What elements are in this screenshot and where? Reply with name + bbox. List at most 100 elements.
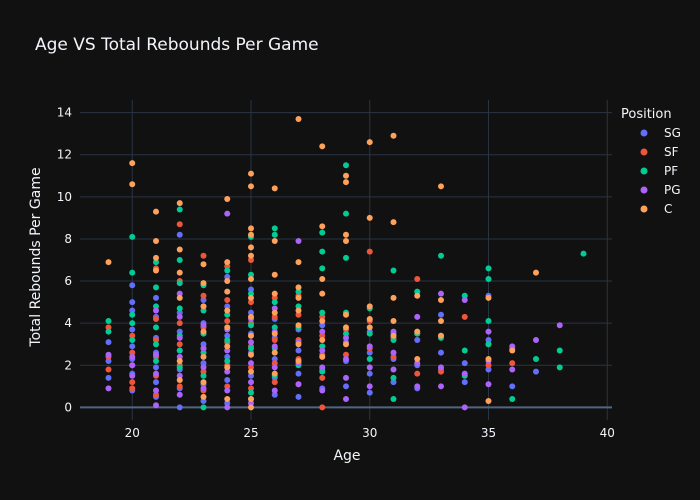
- data-point-sf[interactable]: [129, 379, 136, 386]
- data-point-c[interactable]: [438, 318, 444, 325]
- data-point-sf[interactable]: [485, 362, 492, 369]
- data-point-c[interactable]: [271, 349, 278, 356]
- data-point-sf[interactable]: [248, 385, 254, 392]
- data-point-sf[interactable]: [200, 252, 207, 259]
- data-point-sf[interactable]: [200, 292, 207, 299]
- data-point-pf[interactable]: [224, 311, 231, 318]
- data-point-sg[interactable]: [129, 307, 136, 314]
- data-point-sg[interactable]: [105, 358, 112, 365]
- data-point-sf[interactable]: [271, 379, 278, 386]
- data-point-c[interactable]: [366, 324, 373, 331]
- data-point-sg[interactable]: [176, 309, 183, 316]
- data-point-pf[interactable]: [153, 358, 159, 365]
- data-point-pf[interactable]: [176, 347, 183, 354]
- data-point-sf[interactable]: [176, 221, 183, 228]
- data-point-c[interactable]: [176, 200, 183, 207]
- data-point-c[interactable]: [271, 271, 278, 278]
- data-point-sg[interactable]: [129, 326, 136, 333]
- data-point-sf[interactable]: [509, 360, 516, 367]
- data-point-c[interactable]: [295, 259, 302, 266]
- data-point-c[interactable]: [200, 280, 207, 287]
- data-point-sf[interactable]: [129, 349, 136, 356]
- data-point-pf[interactable]: [153, 259, 159, 266]
- data-point-pg[interactable]: [366, 364, 373, 371]
- data-point-pf[interactable]: [485, 275, 492, 282]
- data-point-sf[interactable]: [153, 315, 159, 322]
- data-point-c[interactable]: [248, 395, 254, 402]
- data-point-sg[interactable]: [176, 404, 183, 411]
- data-point-sg[interactable]: [390, 379, 397, 386]
- data-point-pg[interactable]: [414, 313, 421, 320]
- data-point-pg[interactable]: [200, 385, 207, 392]
- data-point-c[interactable]: [343, 341, 349, 348]
- data-point-pf[interactable]: [200, 372, 207, 379]
- data-point-c[interactable]: [343, 179, 349, 186]
- data-point-pg[interactable]: [271, 387, 278, 394]
- data-point-pg[interactable]: [390, 328, 397, 335]
- data-point-c[interactable]: [271, 330, 278, 337]
- data-point-sf[interactable]: [153, 391, 159, 398]
- data-point-pg[interactable]: [438, 364, 444, 371]
- data-point-c[interactable]: [343, 324, 349, 331]
- data-point-sf[interactable]: [105, 366, 112, 373]
- data-point-pf[interactable]: [176, 305, 183, 312]
- data-point-pf[interactable]: [105, 318, 112, 325]
- data-point-c[interactable]: [366, 139, 373, 146]
- data-point-sg[interactable]: [343, 383, 349, 390]
- data-point-sg[interactable]: [248, 372, 254, 379]
- data-point-sg[interactable]: [200, 297, 207, 303]
- data-point-pg[interactable]: [295, 238, 302, 245]
- data-point-pf[interactable]: [224, 358, 231, 365]
- data-point-c[interactable]: [343, 231, 349, 238]
- data-point-sg[interactable]: [295, 347, 302, 354]
- data-point-sf[interactable]: [414, 370, 421, 377]
- data-point-pg[interactable]: [224, 368, 231, 375]
- data-point-sg[interactable]: [200, 341, 207, 348]
- data-point-sg[interactable]: [248, 286, 254, 293]
- data-point-pf[interactable]: [248, 271, 254, 278]
- data-point-sf[interactable]: [271, 360, 278, 367]
- data-point-pf[interactable]: [580, 250, 587, 257]
- data-point-c[interactable]: [343, 311, 349, 318]
- data-point-pg[interactable]: [295, 381, 302, 388]
- data-point-c[interactable]: [295, 307, 302, 314]
- data-point-c[interactable]: [295, 322, 302, 329]
- data-point-sg[interactable]: [224, 273, 231, 280]
- data-point-pf[interactable]: [248, 389, 254, 396]
- data-point-c[interactable]: [224, 195, 231, 202]
- data-point-pg[interactable]: [485, 328, 492, 335]
- data-point-c[interactable]: [390, 132, 397, 139]
- data-point-pg[interactable]: [414, 360, 421, 367]
- data-point-pf[interactable]: [129, 233, 136, 240]
- data-point-pf[interactable]: [390, 267, 397, 274]
- data-point-c[interactable]: [200, 393, 207, 400]
- data-point-c[interactable]: [224, 288, 231, 295]
- data-point-pf[interactable]: [271, 299, 278, 306]
- data-point-c[interactable]: [366, 303, 373, 310]
- data-point-c[interactable]: [129, 181, 136, 188]
- data-point-pg[interactable]: [390, 349, 397, 356]
- data-point-pf[interactable]: [343, 210, 349, 217]
- data-point-c[interactable]: [224, 278, 231, 285]
- data-point-sf[interactable]: [224, 318, 231, 325]
- data-point-sf[interactable]: [414, 275, 421, 282]
- data-point-pg[interactable]: [248, 400, 254, 407]
- data-point-pg[interactable]: [224, 347, 231, 354]
- data-point-sg[interactable]: [200, 398, 207, 405]
- data-point-c[interactable]: [271, 309, 278, 316]
- data-point-pf[interactable]: [129, 269, 136, 276]
- data-point-sf[interactable]: [295, 311, 302, 318]
- data-point-pf[interactable]: [533, 355, 539, 362]
- data-point-pf[interactable]: [105, 328, 112, 335]
- data-point-c[interactable]: [224, 343, 231, 350]
- data-point-sf[interactable]: [438, 368, 444, 375]
- data-point-sg[interactable]: [224, 332, 231, 339]
- data-point-pf[interactable]: [153, 324, 159, 331]
- data-point-c[interactable]: [271, 290, 278, 297]
- data-point-c[interactable]: [414, 355, 421, 362]
- data-point-pg[interactable]: [271, 305, 278, 312]
- data-point-pf[interactable]: [129, 320, 136, 327]
- data-point-c[interactable]: [248, 351, 254, 358]
- data-point-c[interactable]: [438, 332, 444, 339]
- data-point-c[interactable]: [414, 328, 421, 335]
